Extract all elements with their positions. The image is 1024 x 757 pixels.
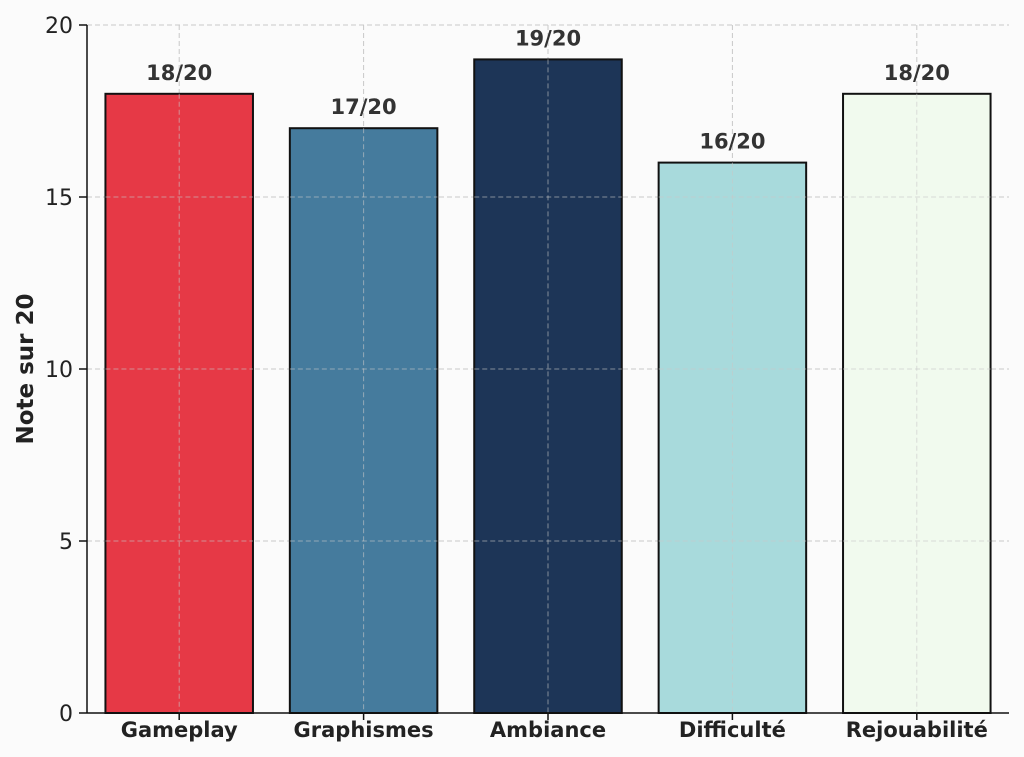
x-tick-label: Gameplay [121, 718, 238, 742]
x-tick-label: Ambiance [490, 718, 606, 742]
y-tick-label: 10 [45, 358, 73, 383]
data-label: 18/20 [884, 61, 950, 85]
data-label: 18/20 [146, 61, 212, 85]
data-label: 16/20 [699, 130, 765, 154]
y-ticks: 0 5 10 15 20 [45, 14, 87, 727]
x-tick-labels: Gameplay Graphismes Ambiance Difficulté Rejo… [121, 713, 988, 742]
x-tick-label: Rejouabilité [846, 718, 988, 742]
data-labels: 18/20 17/20 19/20 16/20 18/20 [146, 26, 950, 153]
bars [104, 58, 992, 715]
x-tick-label: Graphismes [294, 718, 434, 742]
data-label: 19/20 [515, 26, 581, 50]
y-tick-label: 20 [45, 14, 73, 39]
y-tick-label: 5 [59, 530, 73, 555]
x-tick-label: Difficulté [679, 718, 786, 742]
y-tick-label: 0 [59, 702, 73, 727]
y-axis-label: Note sur 20 [13, 293, 39, 444]
y-tick-label: 15 [45, 186, 73, 211]
data-label: 17/20 [331, 95, 397, 119]
